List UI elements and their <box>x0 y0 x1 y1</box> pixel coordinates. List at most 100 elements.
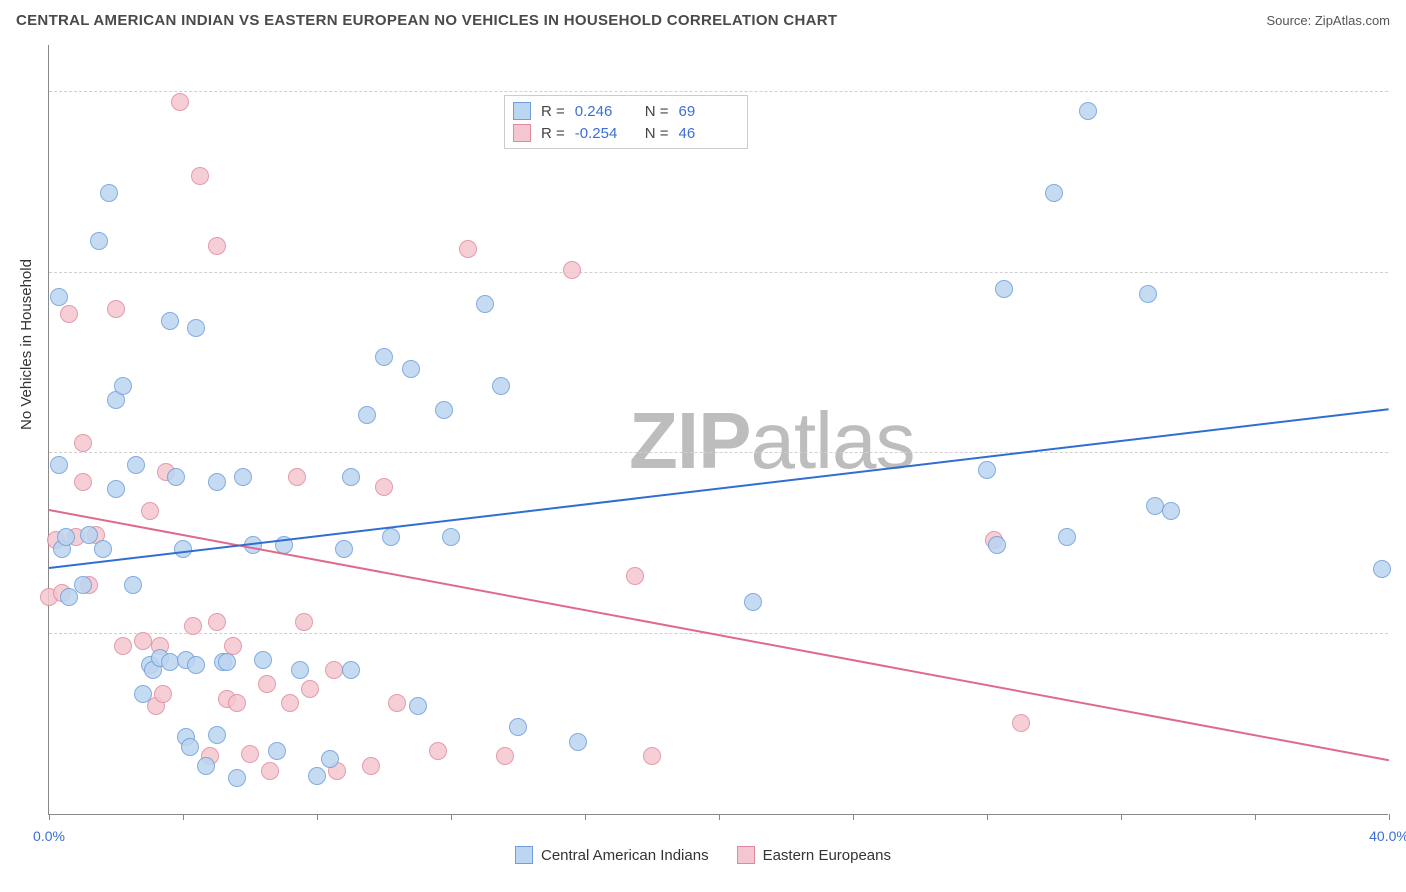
data-point <box>224 637 242 655</box>
xtick <box>1389 814 1390 820</box>
data-point <box>1012 714 1030 732</box>
xtick-label-left: 0.0% <box>33 828 65 844</box>
data-point <box>114 377 132 395</box>
data-point <box>74 576 92 594</box>
xtick <box>987 814 988 820</box>
gridline <box>49 272 1388 273</box>
data-point <box>342 468 360 486</box>
swatch-series-b <box>513 124 531 142</box>
xtick-label-right: 40.0% <box>1369 828 1406 844</box>
data-point <box>308 767 326 785</box>
data-point <box>74 473 92 491</box>
xtick <box>49 814 50 820</box>
data-point <box>382 528 400 546</box>
r-value-a: 0.246 <box>575 103 635 120</box>
data-point <box>281 694 299 712</box>
legend-swatch-a <box>515 846 533 864</box>
legend-row-b: R = -0.254 N = 46 <box>513 122 739 144</box>
data-point <box>94 540 112 558</box>
data-point <box>459 240 477 258</box>
n-label-b: N = <box>645 125 669 142</box>
watermark: ZIPatlas <box>629 395 914 487</box>
data-point <box>476 295 494 313</box>
data-point <box>134 685 152 703</box>
legend-item-b: Eastern Europeans <box>737 846 891 864</box>
data-point <box>268 742 286 760</box>
data-point <box>442 528 460 546</box>
data-point <box>254 651 272 669</box>
data-point <box>134 632 152 650</box>
data-point <box>228 694 246 712</box>
data-point <box>187 656 205 674</box>
data-point <box>161 653 179 671</box>
data-point <box>429 742 447 760</box>
data-point <box>60 305 78 323</box>
xtick <box>451 814 452 820</box>
data-point <box>100 184 118 202</box>
data-point <box>1146 497 1164 515</box>
data-point <box>218 653 236 671</box>
data-point <box>435 401 453 419</box>
data-point <box>124 576 142 594</box>
data-point <box>388 694 406 712</box>
n-value-b: 46 <box>679 125 739 142</box>
data-point <box>295 613 313 631</box>
data-point <box>181 738 199 756</box>
n-label-a: N = <box>645 103 669 120</box>
data-point <box>228 769 246 787</box>
xtick <box>183 814 184 820</box>
data-point <box>1045 184 1063 202</box>
xtick <box>853 814 854 820</box>
data-point <box>509 718 527 736</box>
watermark-atlas: atlas <box>750 396 914 485</box>
data-point <box>80 526 98 544</box>
data-point <box>362 757 380 775</box>
n-value-a: 69 <box>679 103 739 120</box>
data-point <box>167 468 185 486</box>
legend-item-a: Central American Indians <box>515 846 709 864</box>
data-point <box>107 480 125 498</box>
legend-label-b: Eastern Europeans <box>763 847 891 864</box>
r-label-a: R = <box>541 103 565 120</box>
trend-line <box>49 408 1389 569</box>
data-point <box>995 280 1013 298</box>
data-point <box>643 747 661 765</box>
data-point <box>375 478 393 496</box>
data-point <box>261 762 279 780</box>
xtick <box>317 814 318 820</box>
data-point <box>492 377 510 395</box>
data-point <box>154 685 172 703</box>
data-point <box>50 456 68 474</box>
data-point <box>342 661 360 679</box>
watermark-zip: ZIP <box>629 396 750 485</box>
data-point <box>291 661 309 679</box>
xtick <box>719 814 720 820</box>
data-point <box>114 637 132 655</box>
chart-title: CENTRAL AMERICAN INDIAN VS EASTERN EUROP… <box>16 12 837 29</box>
r-value-b: -0.254 <box>575 125 635 142</box>
data-point <box>988 536 1006 554</box>
data-point <box>50 288 68 306</box>
data-point <box>321 750 339 768</box>
legend-label-a: Central American Indians <box>541 847 709 864</box>
data-point <box>496 747 514 765</box>
data-point <box>301 680 319 698</box>
data-point <box>171 93 189 111</box>
data-point <box>626 567 644 585</box>
data-point <box>358 406 376 424</box>
data-point <box>402 360 420 378</box>
data-point <box>978 461 996 479</box>
xtick <box>1121 814 1122 820</box>
data-point <box>569 733 587 751</box>
legend-swatch-b <box>737 846 755 864</box>
source-attribution: Source: ZipAtlas.com <box>1266 13 1390 28</box>
data-point <box>90 232 108 250</box>
data-point <box>57 528 75 546</box>
xtick <box>585 814 586 820</box>
data-point <box>1139 285 1157 303</box>
data-point <box>744 593 762 611</box>
data-point <box>1079 102 1097 120</box>
data-point <box>1058 528 1076 546</box>
data-point <box>127 456 145 474</box>
data-point <box>208 237 226 255</box>
